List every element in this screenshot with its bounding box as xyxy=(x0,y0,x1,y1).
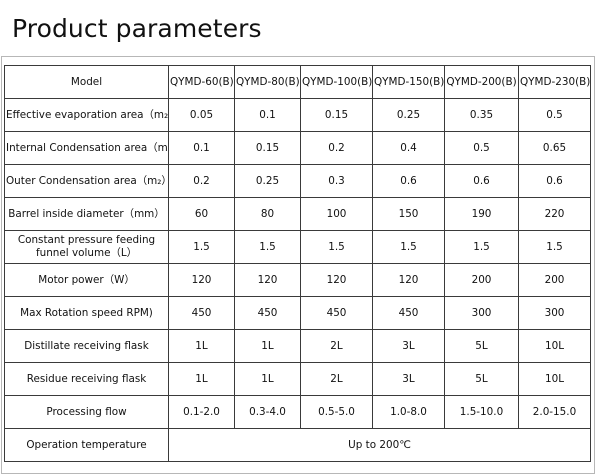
table-header-row: Model QYMD-60(B) QYMD-80(B) QYMD-100(B) … xyxy=(4,65,591,99)
table-cell: 2L xyxy=(300,362,373,396)
model-col-5: QYMD-200(B) xyxy=(444,65,519,99)
table-cell: 1.0-8.0 xyxy=(372,395,445,429)
table-row: Motor power（W） 120 120 120 120 200 200 xyxy=(4,263,591,297)
table-cell: 0.25 xyxy=(372,98,445,132)
table-cell: 0.6 xyxy=(518,164,591,198)
row-label-barrel-diameter: Barrel inside diameter（mm） xyxy=(4,197,169,231)
table-cell: 0.25 xyxy=(234,164,301,198)
table-row: Max Rotation speed RPM) 450 450 450 450 … xyxy=(4,296,591,330)
table-cell: 1.5 xyxy=(372,230,445,264)
table-cell: 1.5 xyxy=(444,230,519,264)
table-cell: 0.05 xyxy=(168,98,235,132)
row-label-residue-flask: Residue receiving flask xyxy=(4,362,169,396)
table-cell: 1.5 xyxy=(234,230,301,264)
table-cell: 1L xyxy=(234,362,301,396)
table-cell: 0.5 xyxy=(444,131,519,165)
table-cell: 1.5 xyxy=(168,230,235,264)
table-cell: 0.1 xyxy=(234,98,301,132)
table-cell: 300 xyxy=(444,296,519,330)
table-cell: 450 xyxy=(168,296,235,330)
row-label-outer-condensation: Outer Condensation area（m₂） xyxy=(4,164,169,198)
table-cell: 5L xyxy=(444,329,519,363)
operation-temperature-value: Up to 200℃ xyxy=(168,428,591,462)
table-cell: 0.15 xyxy=(300,98,373,132)
content-panel xyxy=(1,56,595,474)
table-cell: 0.3-4.0 xyxy=(234,395,301,429)
table-row: Effective evaporation area（m₂） 0.05 0.1 … xyxy=(4,98,591,132)
table-row: Processing flow 0.1-2.0 0.3-4.0 0.5-5.0 … xyxy=(4,395,591,429)
table-row: Distillate receiving flask 1L 1L 2L 3L 5… xyxy=(4,329,591,363)
row-label-feeding-funnel-volume: Constant pressure feeding funnel volume（… xyxy=(4,230,169,264)
table-row: Barrel inside diameter（mm） 60 80 100 150… xyxy=(4,197,591,231)
table-cell: 60 xyxy=(168,197,235,231)
table-cell: 1L xyxy=(234,329,301,363)
model-col-1: QYMD-60(B) xyxy=(168,65,235,99)
row-label-evaporation-area: Effective evaporation area（m₂） xyxy=(4,98,169,132)
table-cell: 0.6 xyxy=(444,164,519,198)
table-cell: 190 xyxy=(444,197,519,231)
table-cell: 0.1-2.0 xyxy=(168,395,235,429)
table-cell: 3L xyxy=(372,362,445,396)
table-cell: 100 xyxy=(300,197,373,231)
table-cell: 200 xyxy=(518,263,591,297)
table-cell: 0.15 xyxy=(234,131,301,165)
table-cell: 0.2 xyxy=(300,131,373,165)
table-cell: 10L xyxy=(518,362,591,396)
table-cell: 0.3 xyxy=(300,164,373,198)
table-cell: 450 xyxy=(300,296,373,330)
table-cell: 2L xyxy=(300,329,373,363)
table-cell: 0.4 xyxy=(372,131,445,165)
table-cell: 120 xyxy=(300,263,373,297)
table-cell: 1L xyxy=(168,362,235,396)
product-parameters-table: Model QYMD-60(B) QYMD-80(B) QYMD-100(B) … xyxy=(4,65,591,462)
table-cell: 3L xyxy=(372,329,445,363)
table-cell: 0.5-5.0 xyxy=(300,395,373,429)
table-cell: 1.5-10.0 xyxy=(444,395,519,429)
table-cell: 0.65 xyxy=(518,131,591,165)
table-cell: 450 xyxy=(372,296,445,330)
table-cell: 120 xyxy=(234,263,301,297)
table-cell: 200 xyxy=(444,263,519,297)
table-cell: 0.1 xyxy=(168,131,235,165)
table-cell: 0.6 xyxy=(372,164,445,198)
model-col-4: QYMD-150(B) xyxy=(372,65,445,99)
table-cell: 0.5 xyxy=(518,98,591,132)
table-cell: 300 xyxy=(518,296,591,330)
table-cell: 0.2 xyxy=(168,164,235,198)
row-label-max-rotation-speed: Max Rotation speed RPM) xyxy=(4,296,169,330)
table-cell: 0.35 xyxy=(444,98,519,132)
row-label-operation-temperature: Operation temperature xyxy=(4,428,169,462)
table-cell: 2.0-15.0 xyxy=(518,395,591,429)
table-row: Constant pressure feeding funnel volume（… xyxy=(4,230,591,264)
table-cell: 1.5 xyxy=(518,230,591,264)
table-cell: 150 xyxy=(372,197,445,231)
row-label-processing-flow: Processing flow xyxy=(4,395,169,429)
table-row: Residue receiving flask 1L 1L 2L 3L 5L 1… xyxy=(4,362,591,396)
model-col-6: QYMD-230(B) xyxy=(518,65,591,99)
table-cell: 1.5 xyxy=(300,230,373,264)
table-cell: 5L xyxy=(444,362,519,396)
model-col-2: QYMD-80(B) xyxy=(234,65,301,99)
row-label-motor-power: Motor power（W） xyxy=(4,263,169,297)
page-title: Product parameters xyxy=(12,14,262,43)
row-label-distillate-flask: Distillate receiving flask xyxy=(4,329,169,363)
table-cell: 1L xyxy=(168,329,235,363)
table-cell: 450 xyxy=(234,296,301,330)
model-col-3: QYMD-100(B) xyxy=(300,65,373,99)
model-header: Model xyxy=(4,65,169,99)
table-row: Outer Condensation area（m₂） 0.2 0.25 0.3… xyxy=(4,164,591,198)
table-row: Internal Condensation area（m₂） 0.1 0.15 … xyxy=(4,131,591,165)
table-cell: 220 xyxy=(518,197,591,231)
row-label-internal-condensation: Internal Condensation area（m₂） xyxy=(4,131,169,165)
table-cell: 80 xyxy=(234,197,301,231)
table-cell: 120 xyxy=(168,263,235,297)
table-cell: 10L xyxy=(518,329,591,363)
table-cell: 120 xyxy=(372,263,445,297)
table-footer-row: Operation temperature Up to 200℃ xyxy=(4,428,591,462)
